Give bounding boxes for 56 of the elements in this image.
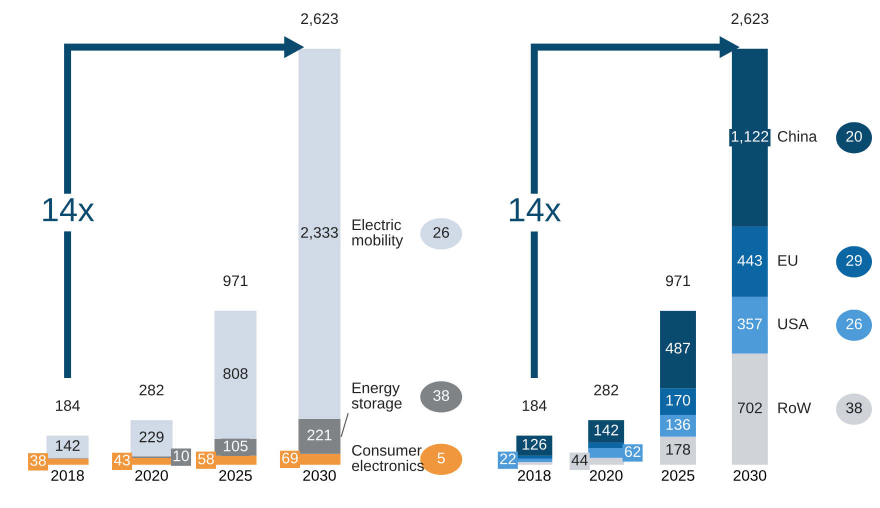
x-tick-label: 2025 xyxy=(219,470,252,481)
data-label: 170 xyxy=(666,394,690,406)
data-label: 443 xyxy=(737,255,762,266)
total-label: 282 xyxy=(140,384,164,396)
legend-label: China xyxy=(778,130,818,142)
total-label: 282 xyxy=(594,384,618,396)
x-tick-label: 2018 xyxy=(518,470,551,481)
data-label: 357 xyxy=(738,318,762,330)
data-label: 221 xyxy=(307,430,332,440)
data-label: 126 xyxy=(522,438,546,450)
legend-label: Electric mobility xyxy=(352,218,404,249)
text: 38 xyxy=(846,402,862,414)
x-tick-label: 2025 xyxy=(662,470,694,481)
data-label: 1,122 xyxy=(732,130,768,144)
series-label: EU xyxy=(778,255,798,266)
data-label: 178 xyxy=(666,444,690,455)
data-label: 808 xyxy=(223,368,248,379)
data-label: 487 xyxy=(666,342,690,354)
data-label: 229 xyxy=(140,432,164,442)
data-label: 62 xyxy=(624,446,640,458)
text: 26 xyxy=(433,227,450,238)
legend-label: USA xyxy=(778,318,809,330)
data-label: 38 xyxy=(30,455,46,466)
total-label: 2,623 xyxy=(301,13,338,26)
text: 20 xyxy=(846,130,862,142)
data-label: 105 xyxy=(224,440,248,452)
data-label: 136 xyxy=(666,419,690,430)
data-label: 142 xyxy=(56,440,80,451)
x-tick-label: 2020 xyxy=(135,470,168,481)
data-label: 44 xyxy=(572,454,588,466)
data-label: 142 xyxy=(594,424,618,436)
total-label: 971 xyxy=(223,275,248,286)
x-tick-label: 2020 xyxy=(590,470,623,481)
data-label: 702 xyxy=(738,402,762,414)
total-label: 971 xyxy=(666,275,690,286)
text: 38 xyxy=(433,390,450,401)
data-label: 69 xyxy=(282,452,298,464)
total-label: 184 xyxy=(522,400,547,411)
annotation: 14x xyxy=(510,198,561,222)
legend-label: Consumer electronics xyxy=(352,444,424,472)
data-label: 10 xyxy=(174,450,189,462)
total-label: 2,623 xyxy=(732,13,768,26)
annotation: 14x xyxy=(43,198,94,222)
data-label: 43 xyxy=(114,454,130,466)
x-tick-label: 2030 xyxy=(734,470,766,481)
legend-label: RoW xyxy=(778,402,812,414)
data-label: 58 xyxy=(198,454,214,464)
x-tick-label: 2030 xyxy=(303,470,336,481)
total-label: 184 xyxy=(56,400,80,411)
data-label: 2,333 xyxy=(301,227,338,240)
text: 26 xyxy=(846,318,862,330)
x-tick-label: 2018 xyxy=(51,470,84,481)
text: 5 xyxy=(438,452,445,464)
legend-label: Energy storage xyxy=(352,382,402,412)
text: 29 xyxy=(846,255,862,266)
data-label: 22 xyxy=(500,454,516,464)
